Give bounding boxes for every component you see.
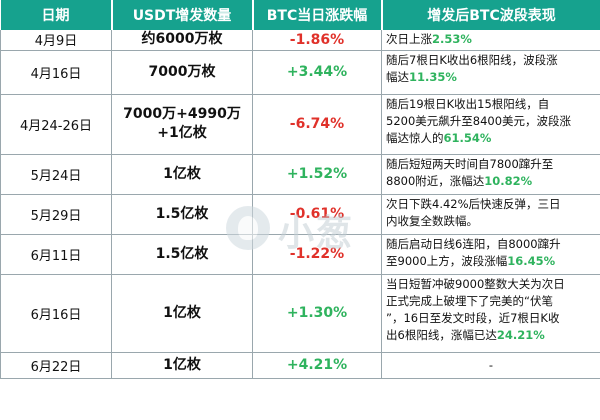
performance-text: 当日短暂冲破9000整数大关为次日 [386,276,565,291]
performance-line: - [383,357,600,374]
performance-line: 随后启动日线6连阳，自8000蹿升 [386,236,600,253]
cell-date: 5月24日 [0,154,112,195]
performance-percentage: 2.53% [432,32,472,46]
performance-line: 内收复全数跌幅。 [386,213,600,230]
header-btc-daily-change: BTC当日涨跌幅 [251,0,382,30]
cell-btc-change: -1.22% [252,234,382,275]
performance-percentage: 61.54% [443,130,492,145]
table-row: 4月24-26日 7000万+4990万 +1亿枚 -6.74%随后19根日K收出1… [0,94,600,155]
cell-btc-change: +1.52% [252,154,382,195]
cell-btc-change: +4.21% [252,352,382,379]
performance-text: - [488,357,494,372]
header-date: 日期 [0,0,112,30]
cell-usdt-amount: 1亿枚 [111,274,253,353]
performance-line: 次日下跌4.42%后快速反弹，三日 [386,196,600,213]
performance-text: 内收复全数跌幅。 [386,213,478,228]
cell-usdt-amount: 1.5亿枚 [111,194,253,235]
table-row: 6月16日 1亿枚 +1.30% 当日短暂冲破9000整数大关为次日 正式完成上破埋下了… [0,274,600,353]
cell-performance: 次日上涨2.53% [381,30,600,51]
performance-text: 出6根阳线，涨幅已达 [386,327,497,342]
performance-line: 至9000上方，波段涨幅16.45% [386,253,600,270]
table-row: 6月11日 1.5亿枚 -1.22% 随后启动日线6连阳，自8000蹿升 至9000上方… [0,234,600,275]
performance-line: 正式完成上破埋下了完美的“伏笔 [386,293,600,310]
cell-usdt-amount: 7000万枚 [111,50,253,95]
cell-date: 6月16日 [0,274,112,353]
performance-line: 随后7根日K收出6根阳线，波段涨 [386,52,600,69]
performance-text: 至9000上方，波段涨幅 [386,253,508,268]
performance-text: 幅达 [386,69,409,84]
performance-text: 正式完成上破埋下了完美的“伏笔 [386,293,553,308]
table-header-row: 日期 USDT增发数量 BTC当日涨跌幅 增发后BTC波段表现 [0,0,600,30]
cell-date: 6月22日 [0,352,112,379]
cell-performance: - [381,352,600,379]
cell-performance: 次日下跌4.42%后快速反弹，三日 内收复全数跌幅。 [381,194,600,235]
table-row: 4月9日 约6000万枚 -1.86% 次日上涨2.53% [0,30,600,51]
cell-performance: 随后启动日线6连阳，自8000蹿升 至9000上方，波段涨幅16.45% [381,234,600,275]
cell-usdt-amount: 约6000万枚 [111,30,253,51]
cell-performance: 随后7根日K收出6根阳线，波段涨 幅达11.35% [381,50,600,95]
cell-usdt-amount: 1亿枚 [111,154,253,195]
cell-usdt-amount: 7000万+4990万 +1亿枚 [111,94,253,155]
performance-text: 幅达惊人的 [386,130,444,145]
performance-text: 随后19根日K收出15根阳线，自 [386,96,550,111]
cell-performance: 当日短暂冲破9000整数大关为次日 正式完成上破埋下了完美的“伏笔 ”，16日至发文… [381,274,600,353]
performance-line: 次日上涨2.53% [386,31,600,48]
cell-date: 6月11日 [0,234,112,275]
cell-performance: 随后19根日K收出15根阳线，自 5200美元飙升至8400美元，波段涨 幅达惊人的… [381,94,600,155]
cell-performance: 随后短短两天时间自7800蹿升至 8800附近，涨幅达10.82% [381,154,600,195]
cell-btc-change: -0.61% [252,194,382,235]
performance-line: 幅达11.35% [386,69,600,86]
performance-text: 5200美元飙升至8400美元，波段涨 [386,113,572,128]
performance-percentage: 24.21% [496,327,545,342]
performance-line: 幅达惊人的61.54% [386,130,600,147]
performance-percentage: 16.45% [507,253,556,268]
table-body: 4月9日 约6000万枚 -1.86% 次日上涨2.53% 4月16日 7000万枚 +3.… [0,30,600,379]
performance-percentage: 11.35% [409,69,457,84]
performance-text: 随后短短两天时间自7800蹿升至 [386,156,554,171]
performance-percentage: 10.82% [484,173,533,188]
performance-text: 随后启动日线6连阳，自8000蹿升 [386,236,561,251]
cell-date: 4月9日 [0,30,112,51]
table-row: 5月29日 1.5亿枚 -0.61% 次日下跌4.42%后快速反弹，三日 内收复全数跌幅… [0,194,600,235]
header-usdt-amount: USDT增发数量 [110,0,253,30]
cell-usdt-amount: 1.5亿枚 [111,234,253,275]
performance-line: ”，16日至发文时段，近7根日K收 [386,310,600,327]
performance-line: 5200美元飙升至8400美元，波段涨 [386,113,600,130]
performance-line: 随后19根日K收出15根阳线，自 [386,96,600,113]
cell-btc-change: +1.30% [252,274,382,353]
cell-btc-change: -1.86% [252,30,382,51]
table-row: 6月22日 1亿枚 +4.21% - [0,352,600,379]
performance-line: 8800附近，涨幅达10.82% [386,173,600,190]
cell-btc-change: +3.44% [252,50,382,95]
performance-line: 当日短暂冲破9000整数大关为次日 [386,276,600,293]
table-row: 4月16日 7000万枚 +3.44% 随后7根日K收出6根阳线，波段涨 幅达11.35… [0,50,600,95]
performance-text: 8800附近，涨幅达 [386,173,485,188]
header-btc-performance: 增发后BTC波段表现 [380,0,600,30]
performance-line: 出6根阳线，涨幅已达24.21% [386,327,600,344]
table-row: 5月24日 1亿枚 +1.52% 随后短短两天时间自7800蹿升至 8800附近，涨幅达… [0,154,600,195]
performance-line: 随后短短两天时间自7800蹿升至 [386,156,600,173]
cell-btc-change: -6.74% [252,94,382,155]
cell-date: 4月24-26日 [0,94,112,155]
performance-text: ”，16日至发文时段，近7根日K收 [386,310,560,325]
performance-text: 次日下跌4.42%后快速反弹，三日 [386,196,561,211]
cell-usdt-amount: 1亿枚 [111,352,253,379]
cell-date: 4月16日 [0,50,112,95]
performance-text: 随后7根日K收出6根阳线，波段涨 [386,52,558,67]
usdt-issuance-table: 日期 USDT增发数量 BTC当日涨跌幅 增发后BTC波段表现 4月9日 约600… [0,0,600,379]
performance-text: 次日上涨 [386,32,432,46]
cell-date: 5月29日 [0,194,112,235]
